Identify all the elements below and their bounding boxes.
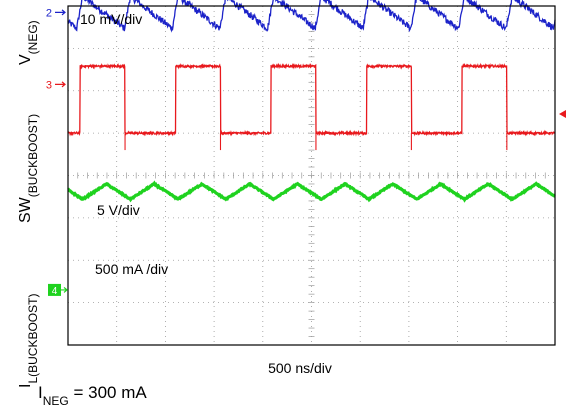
ch2-ground-marker-number: 2 — [46, 7, 52, 19]
ch3-scale-label: 5 V/div — [97, 202, 140, 218]
plot-frame — [67, 5, 556, 346]
ch2-scale-label: 10 mV/div — [80, 11, 142, 27]
ch3-axis-label: SW(BUCKBOOST) — [17, 114, 40, 223]
ch3-ground-marker-arrow — [55, 81, 66, 88]
trigger-level-marker — [559, 110, 566, 118]
channel-markers: 2 3 4 — [46, 7, 68, 297]
series-il-buckboost-trace — [67, 180, 556, 203]
ch4-ground-marker-number: 4 — [52, 286, 58, 297]
ch4-ground-marker-arrow — [61, 286, 68, 293]
ch4-axis-label: IL(BUCKBOOST) — [17, 294, 40, 388]
ch2-axis-label: V(NEG) — [17, 20, 40, 65]
ch4-ground-marker-box — [48, 283, 61, 296]
traces — [67, 0, 556, 203]
graticule — [67, 5, 556, 346]
ch4-scale-label: 500 mA /div — [95, 261, 168, 277]
ch2-ground-marker-arrow — [55, 9, 66, 16]
series-sw-buckboost-trace — [67, 62, 556, 137]
ch3-ground-marker-number: 3 — [46, 79, 52, 91]
time-scale-label: 500 ns/div — [268, 360, 332, 376]
series-v-neg-trace — [67, 0, 556, 33]
condition-caption: INEG = 300 mA — [38, 383, 147, 408]
plot-area — [67, 0, 556, 346]
